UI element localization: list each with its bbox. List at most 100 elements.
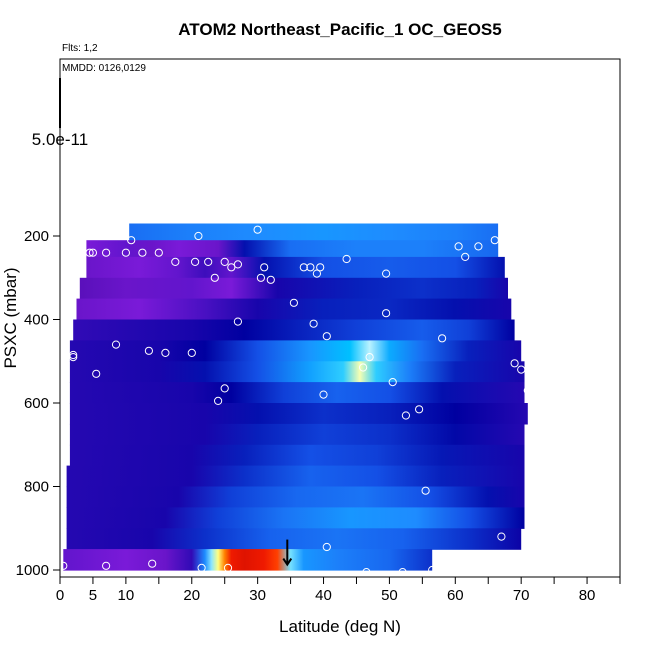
y-tick-label: 200 bbox=[24, 228, 49, 245]
observation-point bbox=[127, 236, 136, 245]
observation-point bbox=[490, 236, 499, 245]
observation-point bbox=[388, 378, 397, 387]
observation-point bbox=[382, 309, 391, 318]
arrow-head bbox=[282, 558, 293, 567]
observation-point bbox=[144, 346, 153, 355]
heatmap-band bbox=[66, 507, 525, 529]
observation-point bbox=[227, 263, 236, 272]
observation-point bbox=[194, 231, 203, 241]
observation-point bbox=[454, 242, 463, 251]
observation-point bbox=[342, 254, 351, 264]
observation-point bbox=[85, 248, 94, 257]
heatmap-band bbox=[79, 277, 509, 300]
observation-point bbox=[220, 384, 229, 393]
observation-point bbox=[214, 396, 223, 405]
observation-point bbox=[92, 369, 101, 378]
x-tick-label: 80 bbox=[579, 587, 596, 604]
observation-point bbox=[187, 348, 196, 357]
observation-point bbox=[365, 353, 374, 362]
arrow-marker bbox=[282, 539, 293, 567]
heatmap-band bbox=[66, 486, 525, 508]
x-axis: 0 5 10 20 30 40 50 60 70 80 bbox=[56, 577, 621, 604]
observation-point bbox=[316, 263, 325, 272]
x-tick-label: 60 bbox=[447, 587, 464, 604]
flights-note: Flts: 1,2 bbox=[62, 43, 98, 54]
observation-point bbox=[102, 561, 111, 570]
heatmap-band bbox=[69, 444, 525, 467]
heatmap-band bbox=[69, 423, 525, 446]
observation-point bbox=[121, 248, 131, 257]
observation-point bbox=[415, 405, 424, 414]
heatmap-band bbox=[63, 549, 433, 571]
heatmap-band bbox=[76, 298, 512, 321]
observation-points bbox=[59, 225, 532, 577]
observation-point bbox=[428, 565, 437, 575]
heatmap-band bbox=[66, 465, 525, 488]
x-tick-label: 70 bbox=[513, 587, 530, 604]
observation-point bbox=[523, 386, 532, 395]
observation-point bbox=[197, 563, 206, 573]
observation-point bbox=[102, 248, 111, 257]
x-tick-label: 5 bbox=[89, 587, 97, 604]
x-tick-label: 0 bbox=[56, 587, 64, 604]
observation-point bbox=[438, 334, 447, 343]
y-tick-label: 1000 bbox=[16, 562, 49, 579]
observation-point bbox=[69, 350, 78, 360]
heatmap-band bbox=[69, 340, 522, 362]
scale-label: 5.0e-11 bbox=[32, 130, 88, 149]
x-tick-label: 50 bbox=[381, 587, 398, 604]
x-tick-label: 20 bbox=[183, 587, 200, 604]
observation-point bbox=[289, 298, 298, 307]
heatmap-band bbox=[69, 382, 525, 404]
observation-point bbox=[382, 269, 391, 278]
observation-point bbox=[233, 260, 242, 269]
x-tick-label: 30 bbox=[249, 587, 266, 604]
observation-point bbox=[204, 257, 213, 266]
observation-point bbox=[210, 273, 219, 282]
observation-point bbox=[161, 348, 170, 357]
observation-point bbox=[517, 365, 526, 374]
y-axis-label: PSXC (mbar) bbox=[1, 267, 20, 368]
observation-point bbox=[253, 225, 262, 234]
chart-title: ATOM2 Northeast_Pacific_1 OC_GEOS5 bbox=[178, 20, 501, 39]
date-note: MMDD: 0126,0129 bbox=[62, 63, 146, 74]
y-axis: 200 400 600 800 1000 bbox=[16, 228, 60, 579]
observation-point bbox=[510, 359, 519, 368]
x-tick-label: 40 bbox=[315, 587, 332, 604]
observation-point bbox=[461, 252, 470, 261]
y-tick-label: 600 bbox=[24, 395, 49, 412]
observation-point bbox=[299, 263, 308, 272]
heatmap-band bbox=[69, 403, 528, 425]
heatmap-band bbox=[69, 361, 525, 383]
observation-point bbox=[497, 532, 506, 541]
observation-point bbox=[398, 568, 407, 577]
observation-point bbox=[223, 563, 233, 573]
observation-point bbox=[401, 411, 410, 420]
heatmap-band bbox=[66, 528, 522, 550]
x-axis-label: Latitude (deg N) bbox=[279, 617, 401, 636]
observation-point bbox=[474, 242, 483, 251]
observation-point bbox=[138, 248, 147, 257]
heatmap-band bbox=[86, 256, 505, 279]
observation-point bbox=[312, 269, 321, 278]
observation-point bbox=[171, 257, 180, 266]
observation-point bbox=[256, 273, 265, 282]
observation-point bbox=[322, 332, 331, 341]
observation-point bbox=[306, 263, 315, 272]
observation-point bbox=[233, 317, 242, 326]
observation-point bbox=[421, 486, 430, 495]
observation-point bbox=[266, 275, 275, 284]
heatmap-band bbox=[129, 223, 499, 241]
observation-point bbox=[88, 248, 98, 257]
y-tick-label: 400 bbox=[24, 312, 49, 329]
observation-point bbox=[191, 257, 200, 266]
x-tick-label: 10 bbox=[118, 587, 135, 604]
plot-frame bbox=[59, 58, 621, 578]
observation-point bbox=[309, 319, 318, 328]
observation-point bbox=[359, 363, 368, 372]
observation-point bbox=[111, 340, 121, 349]
observation-point bbox=[260, 263, 269, 272]
observation-point bbox=[148, 559, 157, 568]
y-tick-label: 800 bbox=[24, 479, 49, 496]
